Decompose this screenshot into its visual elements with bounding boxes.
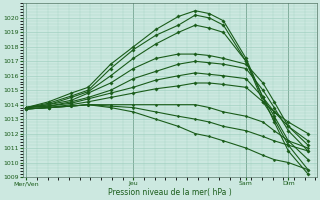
X-axis label: Pression niveau de la mer( hPa ): Pression niveau de la mer( hPa ) [108, 188, 232, 197]
